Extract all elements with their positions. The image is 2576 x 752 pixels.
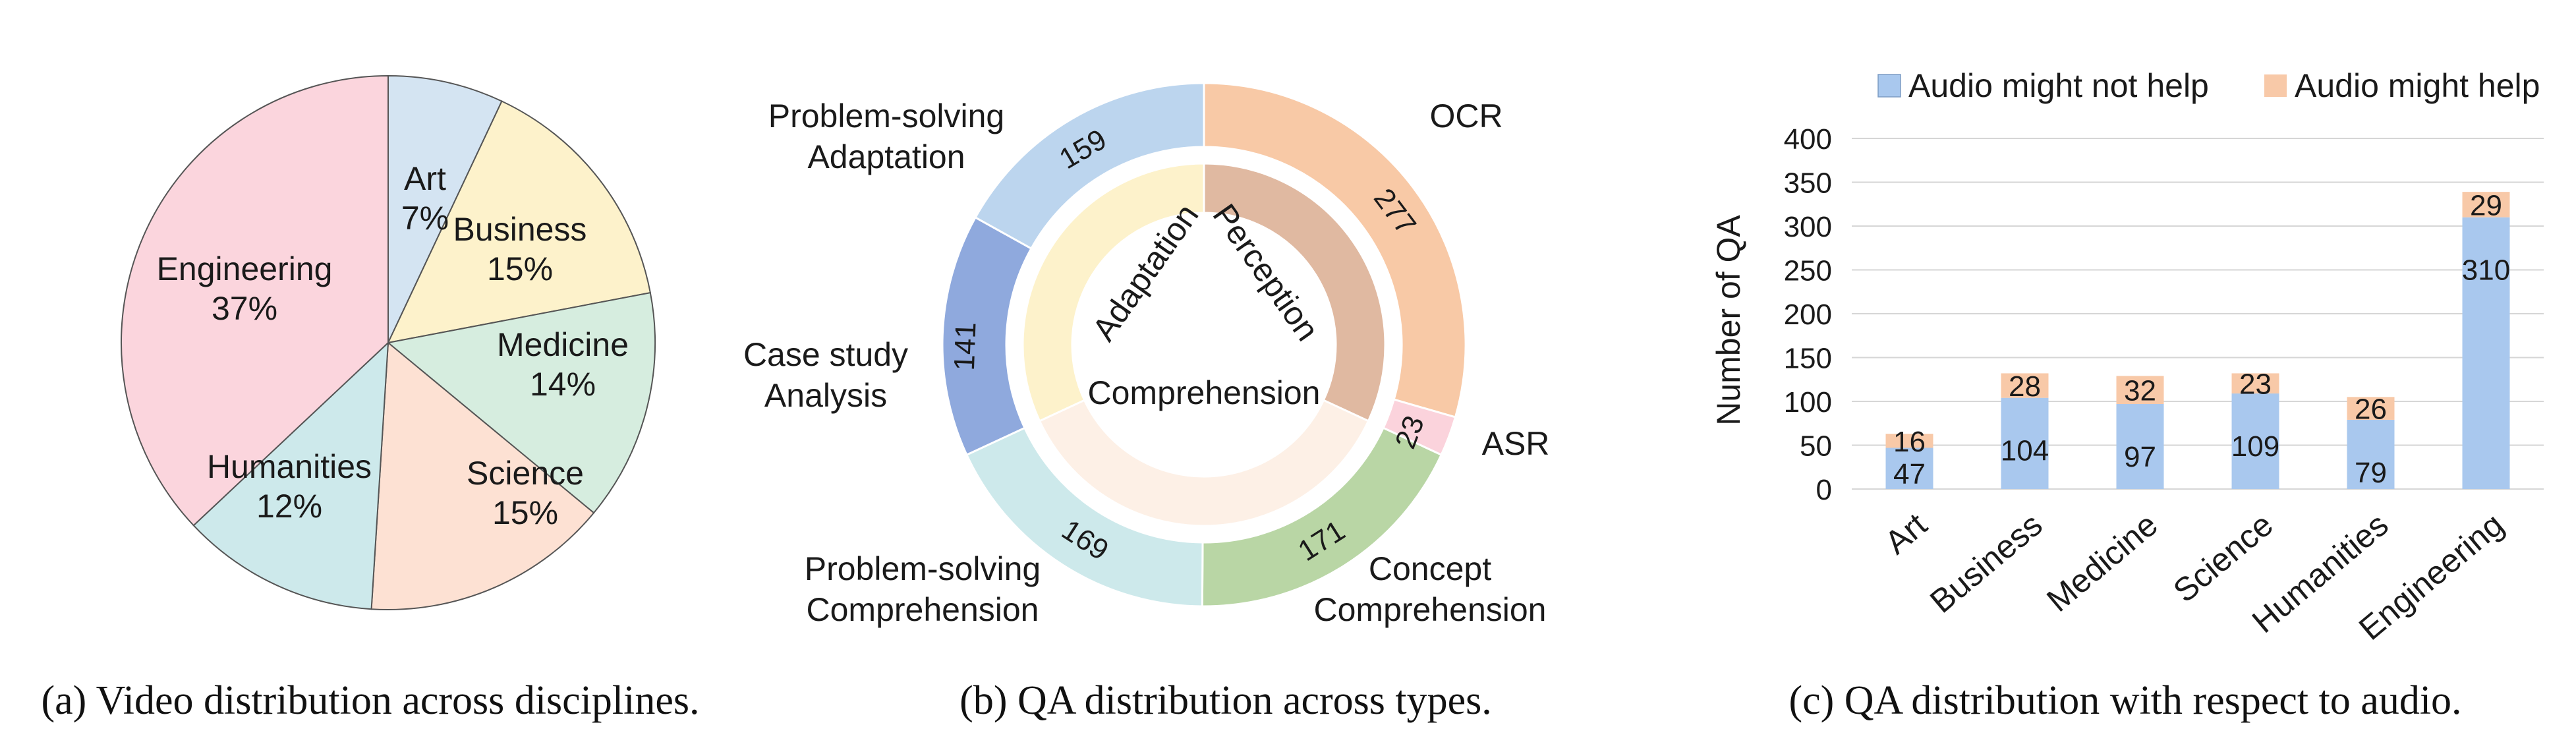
- donut-category-label: Problem-solving: [805, 550, 1041, 587]
- donut-outer-segment: [1203, 82, 1467, 419]
- legend-label: Audio might help: [2295, 67, 2540, 104]
- y-tick-label: 300: [1784, 211, 1832, 243]
- bar-segment: [2231, 373, 2279, 394]
- donut-category-label: Analysis: [764, 377, 887, 414]
- x-tick-label: Medicine: [2040, 506, 2164, 620]
- bar-segment: [2116, 403, 2164, 489]
- bar-value-label: 28: [2009, 370, 2041, 403]
- bar-value-label: 310: [2462, 254, 2510, 287]
- y-tick-label: 50: [1800, 430, 1832, 463]
- y-tick-label: 400: [1784, 123, 1832, 156]
- donut-category-label: Problem-solving: [768, 98, 1004, 134]
- y-axis-title: Number of QA: [1710, 215, 1747, 426]
- bar-value-label: 109: [2231, 430, 2279, 463]
- pie-label-humanities: Humanities: [207, 448, 372, 485]
- bar-value-label: 29: [2470, 189, 2502, 221]
- bar-segment: [1885, 448, 1933, 489]
- y-tick-label: 150: [1784, 343, 1832, 375]
- x-tick-label: Business: [1923, 506, 2049, 620]
- bar-segment: [2347, 419, 2395, 489]
- donut-category-label: Comprehension: [807, 591, 1039, 628]
- donut-category-label: OCR: [1429, 98, 1503, 134]
- bar-segment: [2001, 373, 2049, 398]
- pie-value-business: 15%: [487, 250, 553, 287]
- legend-swatch: [1877, 74, 1901, 98]
- donut-category-label: ASR: [1482, 425, 1550, 462]
- bar-segment: [2462, 192, 2510, 217]
- pie-label-medicine: Medicine: [497, 326, 629, 363]
- bar-value-label: 79: [2355, 457, 2387, 489]
- bar-value-label: 16: [1893, 426, 1926, 458]
- pie-slice-business: [387, 100, 651, 344]
- bar-segment: [1885, 434, 1933, 448]
- x-tick-label: Art: [1878, 506, 1934, 561]
- y-tick-label: 200: [1784, 299, 1832, 331]
- pie-label-business: Business: [453, 211, 587, 248]
- pie-value-humanities: 12%: [256, 488, 322, 525]
- pie-slice-humanities: [192, 341, 389, 610]
- donut-inner-segment: [1021, 162, 1205, 422]
- pie-value-medicine: 14%: [530, 366, 596, 403]
- audio-stacked-bar-chart: 0 50 100 150 200 250 300 350 400 Number of QA 4716…: [1710, 67, 2544, 647]
- donut-category-label: Adaptation: [807, 138, 965, 175]
- donut-category-label: Concept: [1369, 550, 1491, 587]
- legend-swatch: [2264, 74, 2287, 97]
- pie-label-science: Science: [467, 455, 584, 492]
- pie-slice-engineering: [121, 74, 389, 527]
- caption-b: (b) QA distribution across types.: [959, 678, 1492, 723]
- qa-type-donut-chart: 27723171169141159OCRASRConceptComprehens…: [743, 82, 1550, 628]
- donut-category-label: Case study: [743, 336, 908, 373]
- pie-value-science: 15%: [492, 494, 558, 531]
- donut-inner-segment: [1203, 162, 1387, 422]
- donut-inner-label-comprehension: Comprehension: [1088, 374, 1321, 411]
- bar-segment: [2001, 397, 2049, 489]
- donut-category-label: Comprehension: [1314, 591, 1547, 628]
- bar-segment: [2231, 393, 2279, 489]
- y-tick-label: 0: [1816, 474, 1832, 506]
- pie-slice-art: [387, 74, 503, 343]
- caption-c: (c) QA distribution with respect to audi…: [1789, 678, 2461, 723]
- y-tick-label: 100: [1784, 386, 1832, 419]
- pie-label-art: Art: [404, 160, 446, 197]
- pie-slice-medicine: [386, 291, 656, 514]
- caption-a: (a) Video distribution across discipline…: [41, 678, 699, 723]
- pie-value-art: 7%: [401, 200, 449, 237]
- x-tick-label: Science: [2166, 506, 2279, 610]
- y-tick-label: 250: [1784, 255, 1832, 287]
- bar-segment: [2116, 376, 2164, 404]
- bar-value-label: 104: [2001, 435, 2049, 467]
- legend-label: Audio might not help: [1908, 67, 2209, 104]
- bar-value-label: 23: [2239, 368, 2272, 401]
- pie-value-engineering: 37%: [212, 290, 277, 327]
- bar-segment: [2347, 397, 2395, 420]
- bar-value-label: 26: [2355, 393, 2387, 426]
- bar-segment: [2462, 217, 2510, 489]
- bar-value-label: 47: [1893, 458, 1926, 490]
- donut-inner-segment: [1038, 399, 1370, 527]
- donut-value-label: 141: [948, 322, 983, 371]
- pie-label-engineering: Engineering: [157, 250, 333, 287]
- y-tick-label: 350: [1784, 167, 1832, 200]
- pie-slice-science: [370, 341, 595, 610]
- bar-value-label: 97: [2124, 441, 2156, 473]
- bar-value-label: 32: [2124, 375, 2156, 407]
